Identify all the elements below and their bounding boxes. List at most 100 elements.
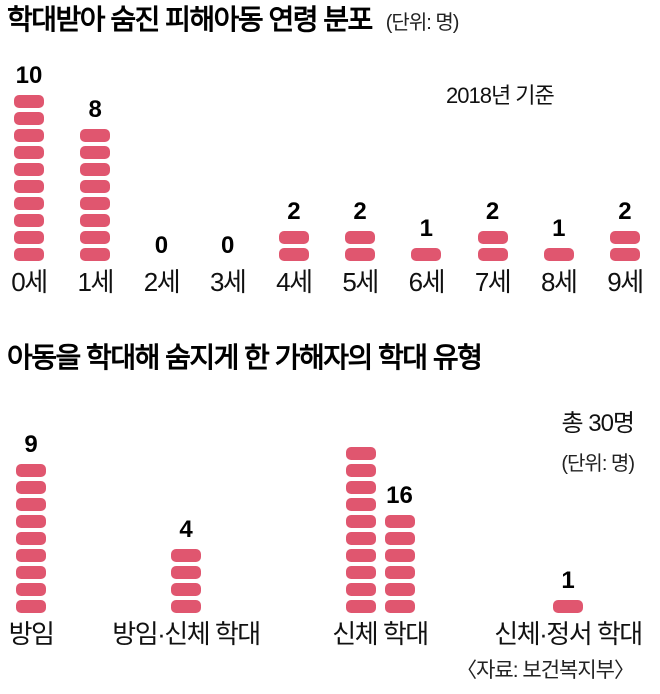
- category-label: 신체 학대: [332, 619, 429, 649]
- value-label: 9: [24, 431, 38, 458]
- pictogram-column: 2 7세: [464, 60, 522, 297]
- category-label: 3세: [209, 267, 247, 297]
- pictogram-block: [345, 549, 376, 562]
- pictogram-block: [171, 600, 201, 613]
- value-label: 10: [15, 62, 43, 89]
- block-stack: 2: [345, 198, 376, 263]
- pictogram-block: [14, 146, 44, 159]
- category-label: 4세: [276, 267, 313, 297]
- value-label: 2: [485, 198, 500, 225]
- pictogram-block: [345, 481, 376, 494]
- block-stack: 1: [553, 569, 583, 615]
- block-stacks: 2: [609, 200, 640, 263]
- pictogram-block: [477, 231, 508, 244]
- block-stacks: 4: [171, 518, 201, 615]
- pictogram-block: [14, 95, 44, 108]
- pictogram-block: [16, 498, 46, 511]
- block-stacks: 2: [345, 198, 376, 263]
- block-stacks: 1: [411, 215, 442, 263]
- pictogram-block: [14, 231, 44, 244]
- value-label: 16: [386, 482, 413, 509]
- pictogram-block: [345, 498, 376, 511]
- pictogram-block: [384, 515, 415, 528]
- block-stack: 9: [16, 433, 46, 615]
- pictogram-block: [345, 231, 376, 244]
- pictogram-block: [14, 214, 44, 227]
- pictogram-block: [345, 515, 376, 528]
- pictogram-block: [14, 163, 44, 176]
- pictogram-block: [16, 566, 46, 579]
- pictogram-block: [80, 231, 111, 244]
- block-stacks: 8: [80, 98, 111, 263]
- pictogram-block: [345, 532, 376, 545]
- pictogram-block: [609, 231, 640, 244]
- pictogram-block: [16, 532, 46, 545]
- pictogram-block: [80, 248, 111, 261]
- value-label: 1: [561, 567, 575, 594]
- block-stacks: 16: [345, 445, 415, 615]
- pictogram-block: [80, 214, 111, 227]
- block-stack: 1: [543, 215, 574, 263]
- category-label: 6세: [408, 267, 446, 297]
- pictogram-block: [14, 129, 44, 142]
- block-stack: 8: [80, 98, 111, 263]
- pictogram-block: [384, 583, 415, 596]
- pictogram-block: [80, 129, 111, 142]
- chart2-unit-label: (단위: 명): [561, 453, 635, 475]
- pictogram-column: 1 신체·정서 학대: [477, 400, 659, 649]
- pictogram-column: 2 5세: [331, 60, 389, 297]
- chart2-total-label: 총 30명: [561, 410, 635, 437]
- chart2-title: 아동을 학대해 숨지게 한 가해자의 학대 유형: [7, 342, 483, 373]
- category-label: 9세: [607, 267, 644, 297]
- pictogram-block: [80, 180, 111, 193]
- pictogram-block: [80, 146, 111, 159]
- category-label: 7세: [474, 267, 512, 297]
- pictogram-block: [345, 600, 376, 613]
- pictogram-block: [16, 481, 46, 494]
- category-label: 신체·정서 학대: [494, 619, 643, 649]
- pictogram-block: [345, 583, 376, 596]
- chart1-title: 학대받아 숨진 피해아동 연령 분포 (단위: 명): [7, 4, 460, 35]
- block-stacks: 0: [221, 234, 234, 263]
- pictogram-block: [543, 248, 574, 261]
- source-label: 〈자료: 보건복지부〉: [456, 659, 635, 682]
- pictogram-block: [80, 197, 111, 210]
- age-distribution-chart: 10 0세 8 1세 0 2세 0 3세 2 4세 2 5세 1 6세 2 7세 1 8세 2 9세: [0, 60, 654, 297]
- pictogram-column: 4 방임·신체 학대: [96, 400, 276, 649]
- value-label: 1: [552, 215, 566, 242]
- value-label: 4: [179, 516, 193, 543]
- pictogram-column: 9 방임: [1, 400, 61, 649]
- block-stacks: 10: [14, 64, 44, 263]
- pictogram-block: [14, 112, 44, 125]
- chart1-unit-label: (단위: 명): [385, 12, 460, 34]
- pictogram-block: [345, 248, 376, 261]
- pictogram-block: [384, 566, 415, 579]
- pictogram-column: 1 6세: [397, 60, 455, 297]
- category-label: 5세: [342, 267, 379, 297]
- value-label: 1: [419, 215, 433, 242]
- abuse-type-chart: 9 방임 4 방임·신체 학대 16 신체 학대 1 신체·정서 학대: [0, 400, 660, 649]
- pictogram-block: [411, 248, 442, 261]
- pictogram-block: [345, 464, 376, 477]
- pictogram-block: [384, 532, 415, 545]
- pictogram-block: [16, 583, 46, 596]
- pictogram-block: [278, 248, 309, 261]
- category-label: 방임: [8, 619, 55, 649]
- pictogram-block: [16, 600, 46, 613]
- pictogram-block: [609, 248, 640, 261]
- category-label: 8세: [541, 267, 578, 297]
- block-stack: 2: [609, 200, 640, 263]
- pictogram-column: 16 신체 학대: [310, 400, 450, 648]
- block-stack: 1: [411, 215, 442, 263]
- chart1-title-text: 학대받아 숨진 피해아동 연령 분포: [7, 4, 373, 35]
- block-stacks: 2: [278, 200, 309, 263]
- block-stack: [345, 445, 376, 615]
- pictogram-block: [345, 566, 376, 579]
- value-label: 2: [353, 198, 367, 225]
- block-stack: 4: [171, 518, 201, 615]
- block-stacks: 1: [553, 569, 583, 615]
- block-stack: 10: [14, 64, 44, 263]
- pictogram-block: [553, 600, 583, 613]
- block-stacks: 0: [155, 234, 168, 263]
